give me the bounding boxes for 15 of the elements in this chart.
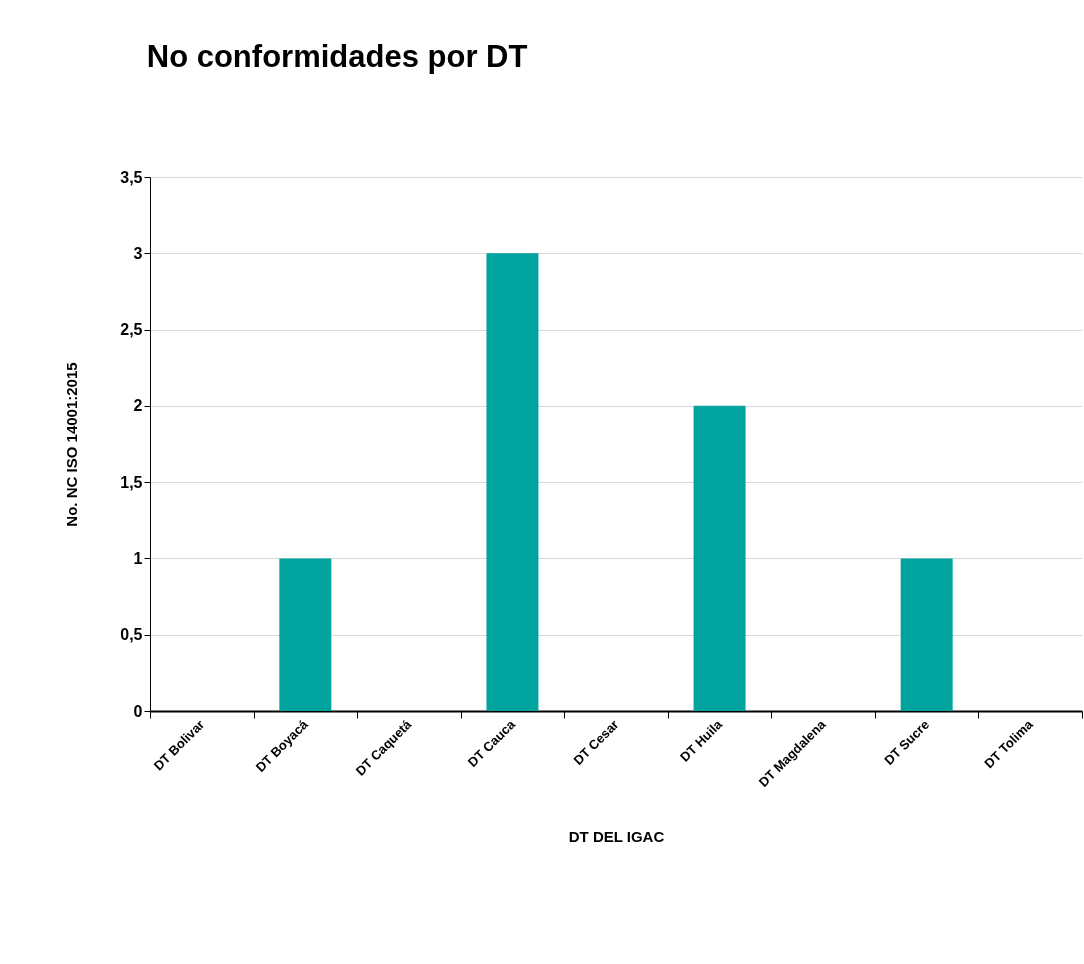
- bar: [279, 558, 332, 711]
- bar: [900, 558, 953, 711]
- y-tick-label: 1: [133, 549, 143, 567]
- y-tick-label: 2: [133, 397, 143, 415]
- y-tick-label: 2,5: [120, 321, 143, 339]
- y-axis-title: No. NC ISO 14001:2015: [63, 362, 81, 527]
- y-tick-label: 3: [133, 244, 143, 262]
- y-tick-label: 0: [133, 702, 143, 720]
- y-tick-label: 0,5: [120, 626, 143, 644]
- y-tick-label: 1,5: [120, 473, 143, 491]
- bar: [486, 253, 539, 711]
- bar: [693, 405, 746, 711]
- y-tick-label: 3,5: [120, 168, 143, 186]
- x-axis-title: DT DEL IGAC: [568, 827, 665, 845]
- chart-title: No conformidades por DT: [146, 39, 528, 74]
